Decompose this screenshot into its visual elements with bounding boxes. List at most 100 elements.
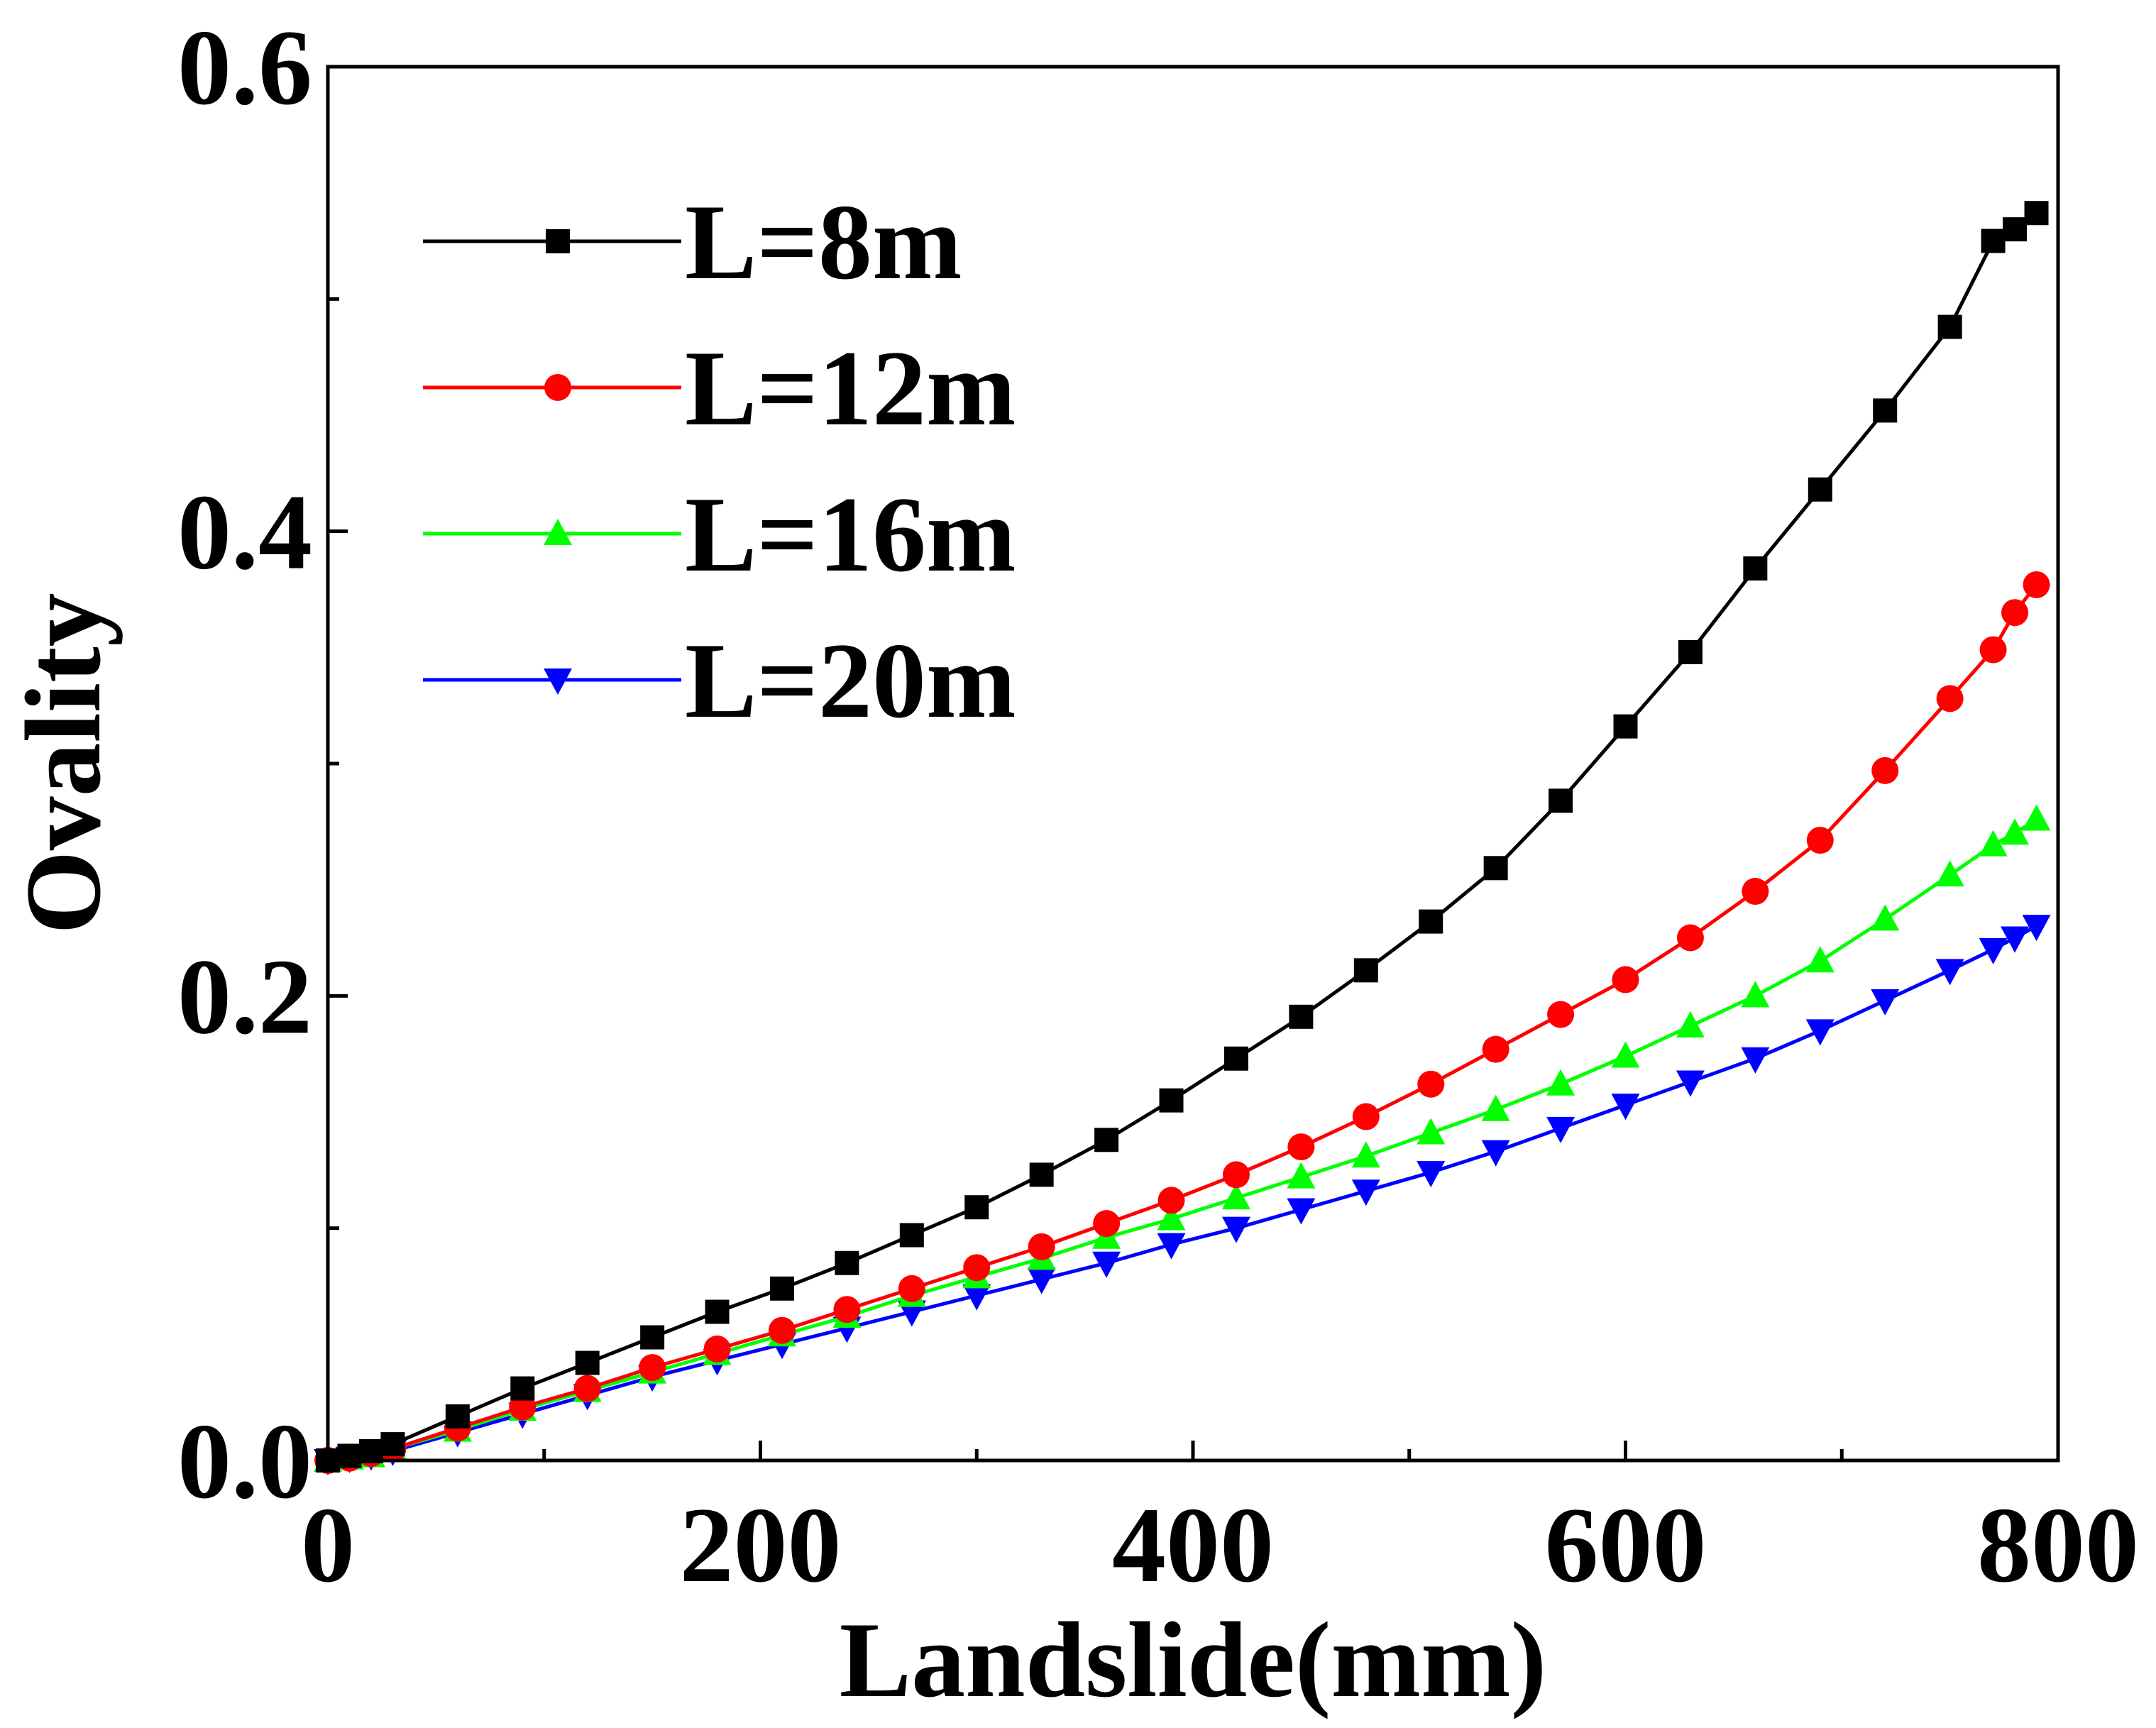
data-point	[1157, 1233, 1186, 1260]
y-tick-label: 0.2	[177, 937, 312, 1056]
x-tick-label: 600	[1545, 1485, 1707, 1605]
data-point	[2023, 571, 2050, 598]
x-axis-label: Landslide(mm)	[840, 1600, 1547, 1719]
data-point	[1353, 958, 1378, 983]
data-point	[1419, 909, 1443, 934]
data-point	[1482, 1035, 1509, 1063]
legend: L=8m L=12m L=16m L=20m	[423, 182, 1016, 740]
data-point	[1092, 1251, 1121, 1278]
x-tick-label: 800	[1977, 1485, 2139, 1605]
data-point	[1741, 981, 1770, 1008]
series-L=8m	[316, 201, 2049, 1473]
data-point	[963, 1254, 991, 1282]
data-point	[1806, 827, 1834, 854]
data-point	[445, 1404, 470, 1429]
data-point	[2022, 915, 2051, 942]
series-L=16m	[314, 804, 2051, 1472]
data-point	[2001, 599, 2029, 627]
data-point	[1935, 959, 1964, 986]
data-point	[1981, 229, 2006, 253]
legend-label: L=16m	[685, 475, 1016, 594]
data-point	[897, 1300, 926, 1327]
data-point	[1287, 1133, 1315, 1161]
data-point	[2001, 818, 2030, 845]
data-point	[2024, 201, 2049, 226]
data-point	[962, 1284, 991, 1311]
data-point	[1546, 1069, 1575, 1096]
data-point	[1936, 685, 1964, 712]
series-layer	[314, 201, 2051, 1475]
data-point	[1611, 1094, 1640, 1121]
data-point	[573, 1375, 601, 1402]
data-point	[1612, 966, 1639, 994]
data-point	[1979, 937, 2008, 964]
data-point	[1742, 878, 1769, 906]
data-point	[964, 1195, 989, 1220]
series-line	[327, 211, 2038, 1463]
data-point	[1157, 1204, 1186, 1231]
data-point	[1029, 1162, 1054, 1187]
data-point	[1159, 1088, 1184, 1113]
data-point	[1871, 904, 1900, 931]
data-point	[1352, 1103, 1380, 1130]
data-point	[1743, 556, 1768, 581]
data-point	[510, 1376, 535, 1401]
data-point	[1094, 1128, 1119, 1152]
legend-item: L=8m	[423, 182, 962, 302]
data-point	[1483, 856, 1508, 881]
data-point	[1221, 1183, 1250, 1210]
data-point	[1871, 989, 1900, 1016]
y-tick-label: 0.6	[177, 8, 312, 127]
data-point	[1979, 830, 2008, 857]
data-point	[1028, 1233, 1055, 1260]
data-point	[1805, 1019, 1835, 1046]
data-point	[1805, 946, 1835, 973]
data-point	[1223, 1046, 1248, 1071]
data-point	[1417, 1070, 1445, 1098]
data-point	[1937, 314, 1962, 339]
data-point	[2003, 217, 2028, 242]
series-L=12m	[314, 571, 2050, 1474]
data-point	[898, 1275, 925, 1302]
data-point	[1547, 1001, 1575, 1028]
x-tick-label: 400	[1112, 1485, 1274, 1605]
data-point	[769, 1276, 794, 1301]
data-point	[2001, 926, 2030, 953]
data-point	[833, 1296, 861, 1323]
data-point	[1676, 924, 1704, 952]
data-point	[835, 1250, 859, 1275]
data-point	[1808, 477, 1832, 502]
data-point	[1481, 1140, 1510, 1167]
series-line	[327, 583, 2038, 1463]
ticks-layer	[326, 65, 2060, 1463]
data-point	[1549, 788, 1573, 813]
data-point	[1027, 1267, 1056, 1294]
data-point	[639, 1354, 666, 1382]
y-tick-label: 0.0	[177, 1402, 312, 1521]
x-tick-label: 200	[680, 1485, 842, 1605]
data-point	[575, 1350, 600, 1375]
legend-label: L=8m	[685, 182, 962, 302]
data-point	[1678, 639, 1703, 664]
data-point	[1289, 1004, 1314, 1029]
data-point	[2022, 804, 2051, 831]
data-point	[1613, 714, 1638, 739]
data-point	[1351, 1179, 1380, 1206]
y-axis-label: Ovality	[4, 593, 123, 934]
data-point	[1935, 860, 1964, 887]
legend-label: L=20m	[685, 621, 1016, 740]
legend-marker	[544, 374, 571, 401]
legend-item: L=16m	[423, 475, 1016, 594]
data-point	[1287, 1198, 1316, 1225]
tick-labels: 0 200 400 600 800 0.0 0.2 0.4 0.6	[177, 8, 2139, 1605]
data-point	[640, 1325, 665, 1350]
data-point	[1417, 1161, 1446, 1188]
data-point	[1221, 1216, 1250, 1243]
data-point	[1611, 1041, 1640, 1068]
data-point	[1979, 636, 2007, 664]
data-point	[703, 1335, 731, 1363]
legend-item: L=12m	[423, 329, 1016, 448]
data-point	[1093, 1210, 1121, 1238]
data-point	[1287, 1162, 1316, 1189]
